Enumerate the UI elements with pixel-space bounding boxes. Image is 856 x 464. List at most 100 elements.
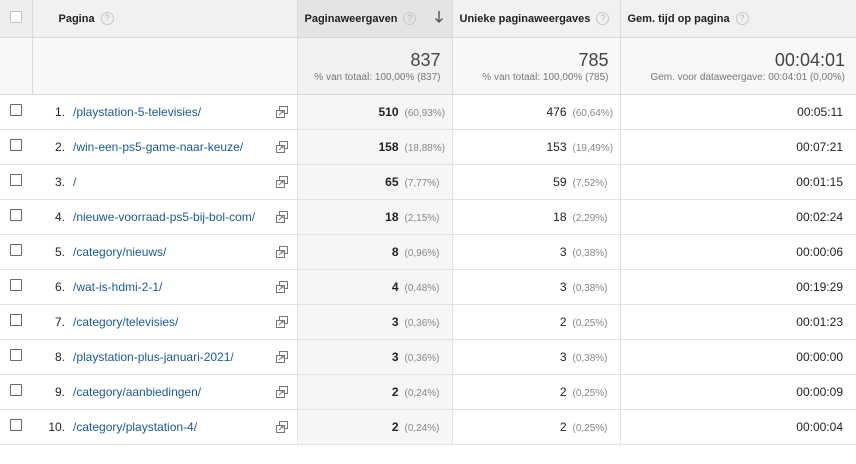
- row-check-cell: [0, 164, 32, 200]
- row-avg-time-cell: 00:00:04: [619, 409, 856, 445]
- column-header-page[interactable]: Pagina?: [32, 0, 297, 38]
- open-in-new-window-icon[interactable]: [275, 105, 288, 118]
- row-checkbox[interactable]: [10, 139, 22, 151]
- row-checkbox[interactable]: [10, 349, 22, 361]
- row-pageviews-value: 2: [391, 419, 399, 434]
- column-header-unique-pageviews[interactable]: Unieke paginaweergaves?: [451, 0, 620, 38]
- row-unique-pageviews-percent: (2,29%): [572, 212, 608, 224]
- sort-descending-arrow-icon[interactable]: [434, 10, 444, 24]
- open-in-new-window-icon[interactable]: [275, 350, 288, 363]
- select-all-checkbox[interactable]: [9, 10, 22, 23]
- open-in-new-window-icon[interactable]: [275, 210, 288, 223]
- row-pageviews-value: 158: [378, 139, 399, 154]
- row-pageviews-value: 65: [385, 174, 399, 189]
- totals-unique-pageviews-subtext: % van totaal: 100,00% (785): [482, 71, 609, 83]
- row-unique-pageviews-value: 476: [546, 104, 567, 119]
- table-row: 3. / 65 (7,77%) 59 (7,52%) 00:01:15: [0, 164, 856, 200]
- page-path-link[interactable]: /category/televisies/: [73, 314, 179, 329]
- row-unique-pageviews-cell: 153 (19,49%): [451, 129, 620, 165]
- row-check-cell: [0, 129, 32, 165]
- help-icon[interactable]: ?: [596, 11, 610, 25]
- row-pageviews-value: 4: [391, 279, 399, 294]
- page-path-link[interactable]: /nieuwe-voorraad-ps5-bij-bol-com/: [73, 209, 256, 224]
- open-in-new-window-icon[interactable]: [275, 245, 288, 258]
- page-path-link[interactable]: /category/playstation-4/: [73, 419, 198, 434]
- table-row: 4. /nieuwe-voorraad-ps5-bij-bol-com/ 18 (2…: [0, 199, 856, 235]
- row-avg-time-value: 00:02:24: [796, 209, 843, 224]
- totals-check-cell: [0, 37, 33, 95]
- row-unique-pageviews-percent: (0,38%): [572, 352, 608, 364]
- row-unique-pageviews-value: 153: [546, 139, 567, 154]
- row-pageviews-percent: (18,88%): [404, 142, 446, 154]
- open-in-new-window-icon[interactable]: [275, 420, 288, 433]
- row-pageviews-percent: (0,24%): [404, 387, 440, 399]
- page-path-link[interactable]: /category/nieuws/: [73, 244, 167, 259]
- page-path-link[interactable]: /wat-is-hdmi-2-1/: [73, 279, 163, 294]
- row-unique-pageviews-value: 2: [559, 314, 567, 329]
- row-page-cell: 1. /playstation-5-televisies/: [32, 94, 297, 130]
- help-icon[interactable]: ?: [100, 11, 114, 25]
- open-in-new-window-icon[interactable]: [275, 315, 288, 328]
- row-unique-pageviews-percent: (0,25%): [572, 422, 608, 434]
- row-index: 1.: [54, 104, 65, 119]
- help-icon[interactable]: ?: [735, 11, 749, 25]
- row-unique-pageviews-percent: (0,25%): [572, 387, 608, 399]
- row-avg-time-value: 00:19:29: [796, 279, 843, 294]
- table-row: 5. /category/nieuws/ 8 (0,96%) 3 (0,38%) 00…: [0, 234, 856, 270]
- data-rows: 1. /playstation-5-televisies/ 510 (60,93%)…: [0, 94, 856, 445]
- open-in-new-window-icon[interactable]: [275, 175, 288, 188]
- row-unique-pageviews-percent: (19,49%): [572, 142, 614, 154]
- open-in-new-window-icon[interactable]: [275, 280, 288, 293]
- page-path-link[interactable]: /win-een-ps5-game-naar-keuze/: [73, 139, 244, 154]
- column-header-unique-pageviews-label: Unieke paginaweergaves: [459, 12, 591, 25]
- help-icon[interactable]: ?: [403, 11, 417, 25]
- row-unique-pageviews-value: 3: [559, 244, 567, 259]
- page-path-link[interactable]: /playstation-plus-januari-2021/: [73, 349, 234, 364]
- table-row: 2. /win-een-ps5-game-naar-keuze/ 158 (18,8…: [0, 129, 856, 165]
- row-checkbox[interactable]: [10, 419, 22, 431]
- page-path-link[interactable]: /playstation-5-televisies/: [73, 104, 202, 119]
- page-path-link[interactable]: /: [73, 174, 77, 189]
- row-page-cell: 8. /playstation-plus-januari-2021/: [32, 339, 297, 375]
- row-pageviews-percent: (0,24%): [404, 422, 440, 434]
- page-path-link[interactable]: /category/aanbiedingen/: [73, 384, 202, 399]
- row-avg-time-value: 00:01:23: [796, 314, 843, 329]
- row-check-cell: [0, 199, 32, 235]
- row-checkbox[interactable]: [10, 314, 22, 326]
- row-unique-pageviews-value: 3: [559, 279, 567, 294]
- row-pageviews-cell: 158 (18,88%): [296, 129, 452, 165]
- row-page-cell: 9. /category/aanbiedingen/: [32, 374, 297, 410]
- row-pageviews-percent: (2,15%): [404, 212, 440, 224]
- row-index: 2.: [54, 139, 65, 154]
- row-checkbox[interactable]: [10, 384, 22, 396]
- row-unique-pageviews-percent: (7,52%): [572, 177, 608, 189]
- row-avg-time-value: 00:00:09: [796, 384, 843, 399]
- row-unique-pageviews-cell: 2 (0,25%): [451, 304, 620, 340]
- column-header-avg-time[interactable]: Gem. tijd op pagina?: [619, 0, 856, 38]
- row-pageviews-value: 18: [385, 209, 399, 224]
- row-avg-time-value: 00:00:04: [796, 419, 843, 434]
- row-pageviews-value: 510: [378, 104, 399, 119]
- row-checkbox[interactable]: [10, 279, 22, 291]
- totals-avg-time-value: 00:04:01: [774, 49, 845, 70]
- row-index: 6.: [54, 279, 65, 294]
- row-checkbox[interactable]: [10, 209, 22, 221]
- row-pageviews-value: 3: [391, 314, 399, 329]
- table-row: 6. /wat-is-hdmi-2-1/ 4 (0,48%) 3 (0,38%) 00…: [0, 269, 856, 305]
- row-unique-pageviews-percent: (0,38%): [572, 282, 608, 294]
- row-pageviews-percent: (0,36%): [404, 317, 440, 329]
- open-in-new-window-icon[interactable]: [275, 140, 288, 153]
- column-header-pageviews[interactable]: Paginaweergaven?: [296, 0, 452, 38]
- row-pageviews-cell: 18 (2,15%): [296, 199, 452, 235]
- row-unique-pageviews-cell: 3 (0,38%): [451, 269, 620, 305]
- totals-avg-time-cell: 00:04:01 Gem. voor dataweergave: 00:04:0…: [619, 37, 856, 95]
- row-checkbox[interactable]: [10, 244, 22, 256]
- row-pageviews-cell: 3 (0,36%): [296, 304, 452, 340]
- row-checkbox[interactable]: [10, 174, 22, 186]
- open-in-new-window-icon[interactable]: [275, 385, 288, 398]
- row-pageviews-cell: 2 (0,24%): [296, 374, 452, 410]
- row-pageviews-cell: 65 (7,77%): [296, 164, 452, 200]
- totals-pageviews-subtext: % van totaal: 100,00% (837): [314, 71, 441, 83]
- row-checkbox[interactable]: [10, 104, 22, 116]
- row-index: 9.: [54, 384, 65, 399]
